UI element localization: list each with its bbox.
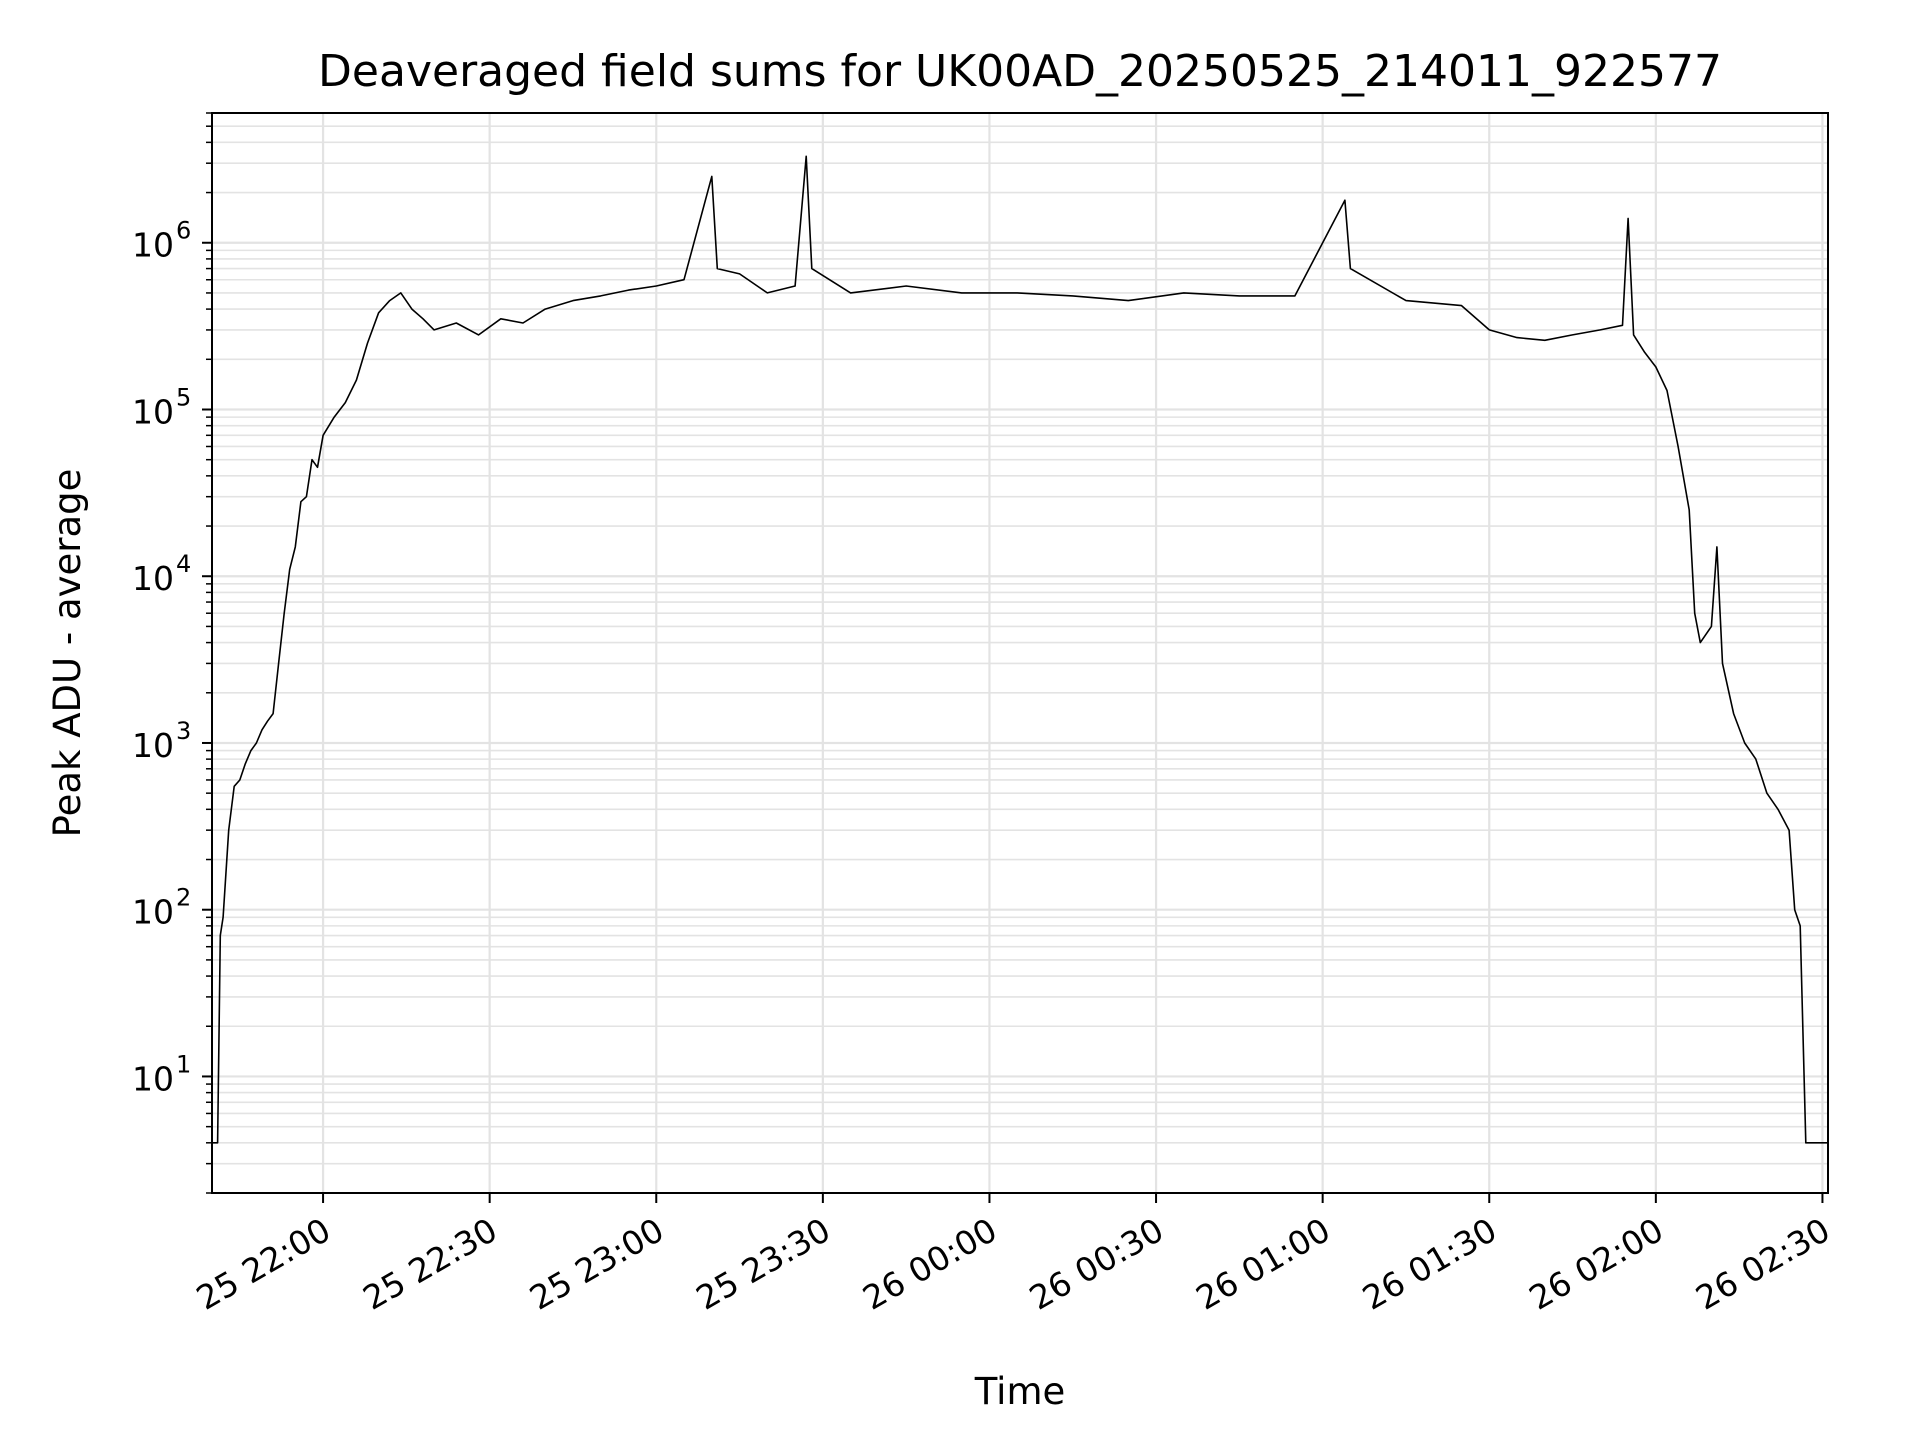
grid-layer (212, 112, 1828, 1194)
y-tick-label-exponent: 6 (176, 217, 191, 245)
y-tick-label: 10 (132, 893, 174, 932)
y-tick-label-exponent: 5 (176, 383, 191, 411)
y-tick-label-exponent: 3 (176, 717, 191, 745)
y-tick-label-exponent: 2 (176, 884, 191, 912)
y-tick-label-exponent: 1 (176, 1050, 191, 1078)
data-layer (212, 155, 1828, 1144)
plot-frame (211, 112, 1829, 1194)
y-tick-label: 10 (132, 1059, 174, 1098)
y-tick-label: 10 (132, 226, 174, 265)
y-axis-label: Peak ADU - average (46, 469, 89, 838)
y-tick-label-exponent: 4 (176, 550, 191, 578)
data-series-line (212, 155, 1828, 1144)
y-tick-label: 10 (132, 726, 174, 765)
chart-title: Deaveraged field sums for UK00AD_2025052… (318, 46, 1722, 97)
y-tick-label: 10 (132, 392, 174, 431)
x-axis-label: Time (974, 1370, 1066, 1413)
y-tick-label: 10 (132, 559, 174, 598)
